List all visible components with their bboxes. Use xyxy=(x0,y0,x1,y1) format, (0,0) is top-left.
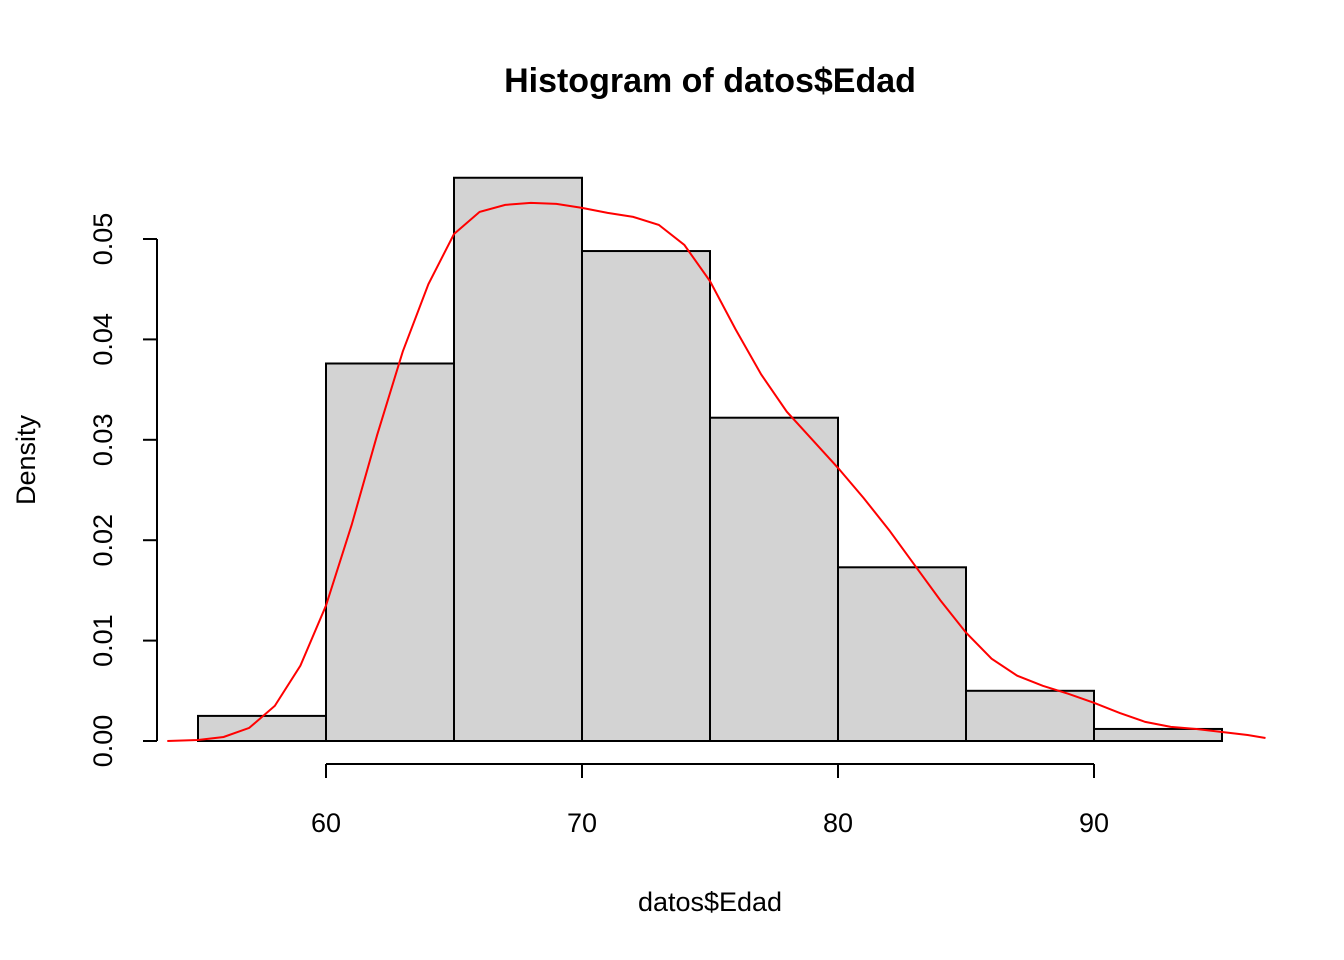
y-axis-label: Density xyxy=(11,414,41,505)
histogram-bar-4 xyxy=(581,250,711,742)
x-axis-label: datos$Edad xyxy=(638,887,782,917)
density-curve xyxy=(167,201,1266,742)
y-tick-label-0.05: 0.05 xyxy=(88,213,118,266)
histogram-bar-6 xyxy=(837,566,967,742)
histogram-bar-2 xyxy=(325,362,455,742)
x-tick-label-60: 60 xyxy=(311,808,341,838)
y-tick-label-0.02: 0.02 xyxy=(88,514,118,567)
bars-group xyxy=(197,176,1223,743)
histogram-bar-7 xyxy=(965,689,1095,742)
x-axis: 60 70 80 90 xyxy=(311,763,1109,838)
histogram-bar-5 xyxy=(709,416,839,742)
y-axis: 0.00 0.01 0.02 0.03 0.04 0.05 xyxy=(88,213,158,768)
y-tick-label-0.04: 0.04 xyxy=(88,313,118,366)
chart-title: Histogram of datos$Edad xyxy=(504,62,916,100)
histogram-bar-3 xyxy=(453,176,583,743)
y-tick-label-0.03: 0.03 xyxy=(88,414,118,467)
x-tick-label-90: 90 xyxy=(1079,808,1109,838)
y-tick-label-0.00: 0.00 xyxy=(88,715,118,768)
x-tick-label-70: 70 xyxy=(567,808,597,838)
y-tick-label-0.01: 0.01 xyxy=(88,614,118,667)
x-tick-label-80: 80 xyxy=(823,808,853,838)
histogram-bar-8 xyxy=(1093,727,1223,743)
